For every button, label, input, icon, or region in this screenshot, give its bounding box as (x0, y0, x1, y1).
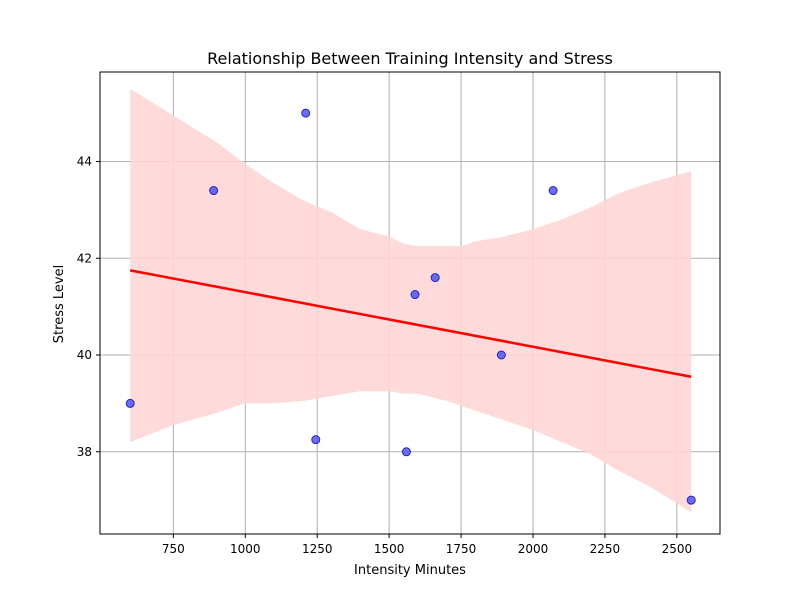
x-tick-label: 2500 (662, 542, 693, 556)
data-point (301, 108, 311, 118)
x-axis-ticks: 750 1000 1250 1500 1750 2000 2250 2500 (162, 534, 692, 556)
data-point (311, 435, 321, 445)
y-tick-label: 40 (77, 348, 92, 362)
data-point (209, 186, 219, 196)
x-tick-label: 2000 (518, 542, 549, 556)
plot-frame (99, 71, 721, 535)
x-tick-label: 1250 (302, 542, 333, 556)
data-points (125, 108, 696, 505)
regression-line-group (129, 269, 692, 379)
x-tick-label: 1500 (374, 542, 405, 556)
data-point (410, 290, 420, 300)
data-point (430, 273, 440, 283)
confidence-band-area (130, 88, 692, 513)
y-tick-label: 38 (77, 445, 92, 459)
x-tick-label: 1750 (446, 542, 477, 556)
x-tick-label: 1000 (230, 542, 261, 556)
y-axis-ticks: 38 40 42 44 (77, 154, 100, 459)
confidence-band (130, 88, 692, 513)
data-point (496, 350, 506, 360)
y-tick-label: 42 (77, 251, 92, 265)
y-tick-label: 44 (77, 154, 92, 168)
x-axis-label: Intensity Minutes (354, 563, 466, 578)
y-axis-label: Stress Level (52, 265, 67, 343)
data-point (686, 495, 696, 505)
data-point (401, 447, 411, 457)
data-point (125, 398, 135, 408)
x-tick-label: 2250 (590, 542, 621, 556)
regression-line (129, 269, 692, 379)
chart-title: Relationship Between Training Intensity … (207, 49, 613, 68)
x-tick-label: 750 (162, 542, 185, 556)
data-point (548, 186, 558, 196)
